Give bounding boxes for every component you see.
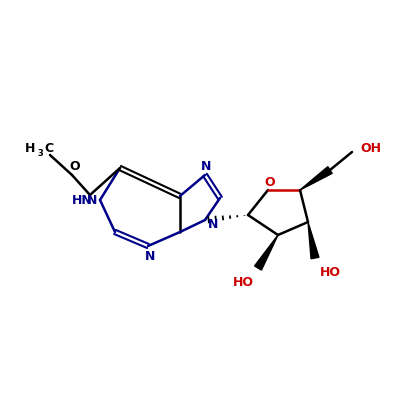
Polygon shape xyxy=(308,222,319,259)
Text: N: N xyxy=(201,160,211,174)
Text: 3: 3 xyxy=(37,148,43,158)
Text: O: O xyxy=(70,160,80,174)
Text: OH: OH xyxy=(360,142,381,156)
Text: N: N xyxy=(87,194,97,206)
Text: N: N xyxy=(208,218,218,232)
Text: HO: HO xyxy=(320,266,340,278)
Text: HN: HN xyxy=(72,194,92,206)
Polygon shape xyxy=(254,235,278,270)
Text: C: C xyxy=(44,142,53,154)
Polygon shape xyxy=(300,167,332,190)
Text: H: H xyxy=(25,142,35,154)
Text: O: O xyxy=(265,176,275,188)
Text: N: N xyxy=(145,250,155,262)
Text: HO: HO xyxy=(232,276,254,288)
